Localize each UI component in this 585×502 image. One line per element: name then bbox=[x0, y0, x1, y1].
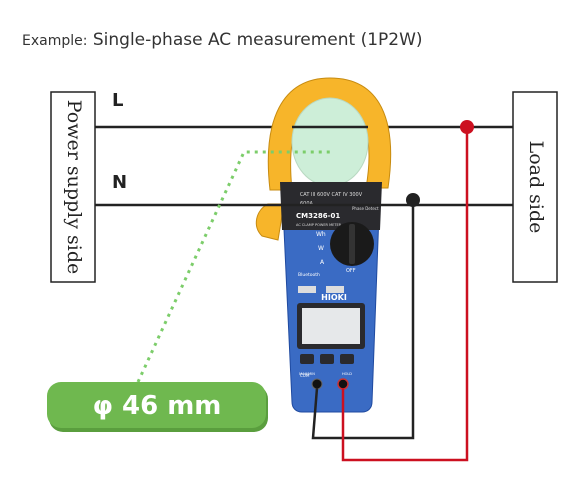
com-jack bbox=[311, 378, 323, 390]
meter-button bbox=[320, 354, 334, 364]
lcd-screen bbox=[302, 308, 360, 344]
title-prefix: Example: bbox=[22, 33, 88, 49]
jaw-diameter-text: φ 46 mm bbox=[93, 391, 222, 421]
meter-button bbox=[340, 354, 354, 364]
voltage-jack bbox=[337, 378, 349, 390]
dial-label-off: OFF bbox=[346, 268, 356, 274]
diagram-title: Example: Single-phase AC measurement (1P… bbox=[22, 30, 423, 50]
black-test-lead bbox=[311, 200, 415, 440]
load-side-label: Load side bbox=[525, 141, 547, 234]
l-line-clip bbox=[460, 120, 474, 134]
meter-subtitle: AC CLAMP POWER METER bbox=[296, 223, 342, 227]
clamp-meter: CAT III 600V CAT IV 300V 600A CM3286-01 … bbox=[280, 182, 382, 413]
n-line-clip bbox=[406, 193, 420, 207]
power-supply-label: Power supply side bbox=[63, 100, 85, 274]
button-label-hold: HOLD bbox=[342, 372, 352, 376]
line-n-label: N bbox=[112, 172, 127, 193]
com-label: COM bbox=[300, 373, 310, 378]
dial-label-w: W bbox=[318, 245, 324, 252]
red-test-lead bbox=[341, 127, 469, 462]
jaw-diameter-badge: φ 46 mm bbox=[47, 382, 268, 432]
meter-phase-text: Phase Detect bbox=[352, 206, 379, 211]
line-l-label: L bbox=[112, 90, 123, 111]
button-label-maxmin: MAX/MIN bbox=[299, 372, 315, 376]
meter-cat-text: CAT III 600V CAT IV 300V bbox=[300, 192, 363, 198]
power-supply-box bbox=[50, 91, 96, 283]
dial-label-wh: Wh bbox=[316, 231, 326, 238]
bluetooth-label: Bluetooth bbox=[298, 272, 320, 278]
meter-button bbox=[300, 354, 314, 364]
meter-brand: HIOKI bbox=[321, 293, 347, 302]
load-side-box bbox=[512, 91, 558, 283]
title-text: Single-phase AC measurement (1P2W) bbox=[92, 30, 423, 50]
meter-model: CM3286-01 bbox=[296, 212, 340, 220]
dial-label-a: A bbox=[320, 259, 325, 266]
